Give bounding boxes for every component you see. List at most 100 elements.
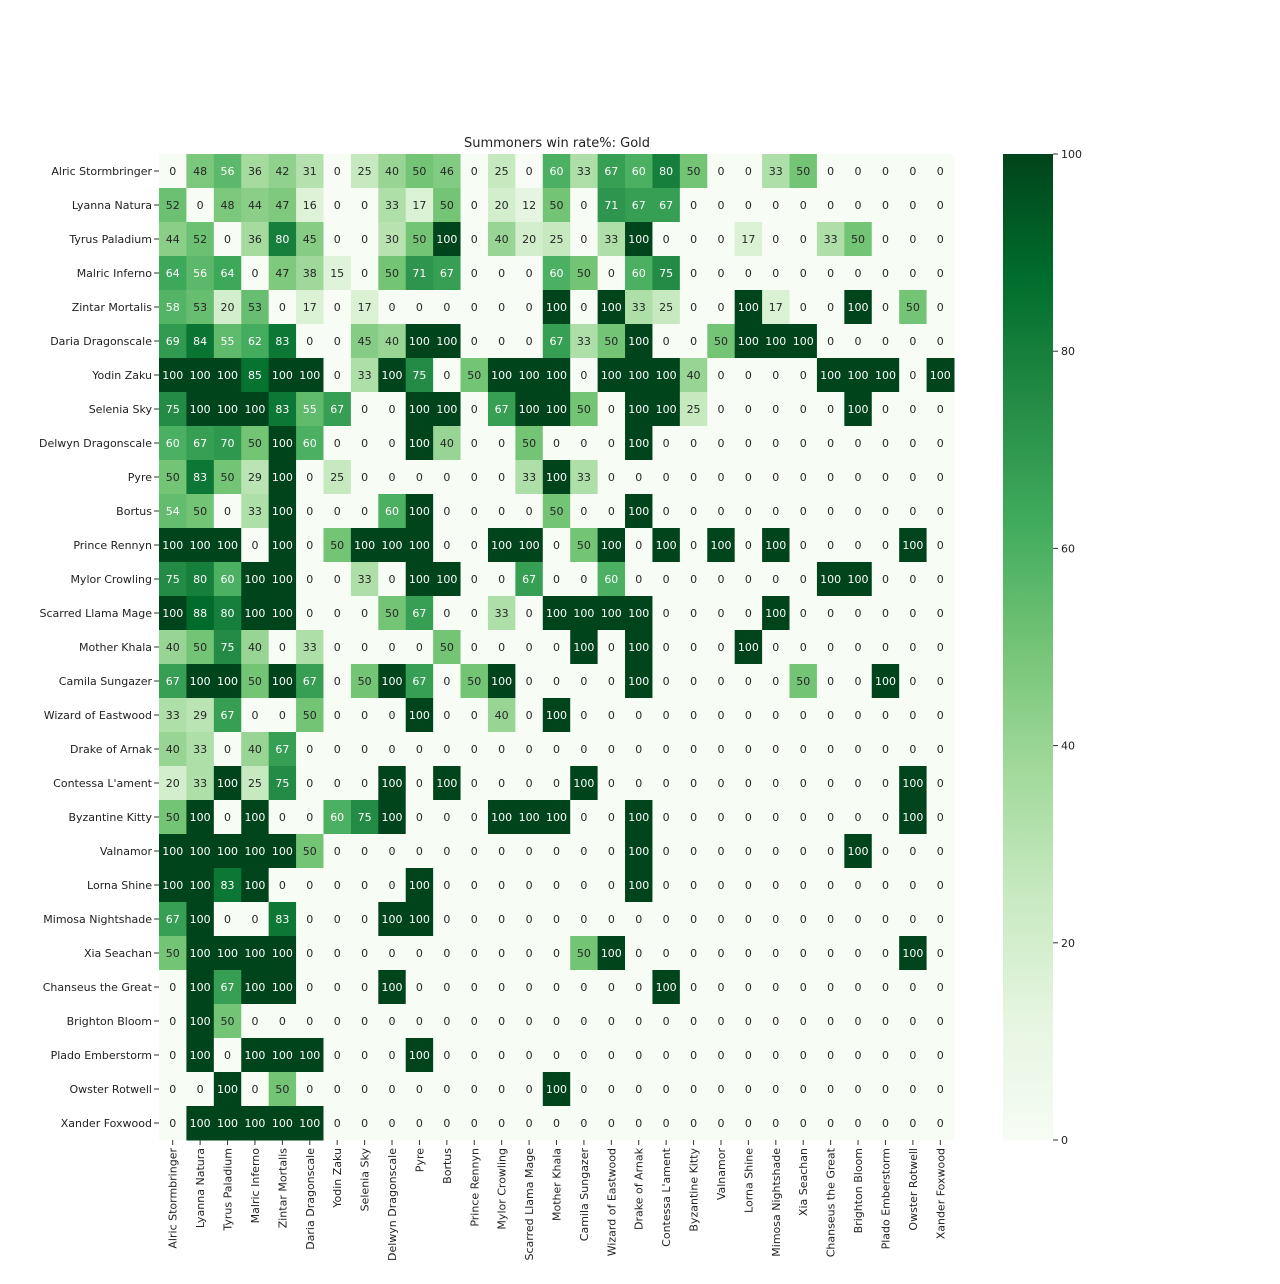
heat-cell	[707, 902, 736, 937]
cell-label: 0	[361, 947, 368, 960]
cell-label: 52	[193, 233, 207, 246]
cell-label: 100	[272, 675, 293, 688]
cell-label: 40	[248, 641, 262, 654]
cell-label: 100	[409, 709, 430, 722]
heat-cell	[323, 800, 352, 835]
cell-label: 0	[800, 1117, 807, 1130]
cell-label: 0	[334, 437, 341, 450]
cell-label: 0	[745, 471, 752, 484]
cell-label: 0	[498, 335, 505, 348]
cell-label: 100	[601, 539, 622, 552]
cell-label: 0	[855, 437, 862, 450]
heat-cell	[926, 902, 955, 937]
cell-label: 0	[690, 1015, 697, 1028]
heat-cell	[433, 800, 462, 835]
cell-label: 67	[330, 403, 344, 416]
cell-label: 0	[882, 709, 889, 722]
heat-cell	[213, 256, 242, 291]
cell-label: 0	[471, 845, 478, 858]
cell-label: 100	[272, 369, 293, 382]
heat-cell	[899, 970, 928, 1005]
heat-cell	[899, 392, 928, 427]
x-tick-label: Contessa L'ament	[660, 1147, 673, 1247]
cell-label: 100	[601, 607, 622, 620]
cell-label: 100	[162, 539, 183, 552]
cell-label: 100	[217, 1117, 238, 1130]
heat-cell	[515, 902, 544, 937]
cell-label: 33	[248, 505, 262, 518]
heat-cell	[844, 324, 873, 359]
heat-cell	[515, 154, 544, 189]
cell-label: 0	[772, 437, 779, 450]
cell-label: 53	[193, 301, 207, 314]
cell-label: 0	[416, 743, 423, 756]
y-tick-label: Byzantine Kitty	[68, 811, 152, 824]
cell-label: 0	[416, 471, 423, 484]
cell-label: 100	[382, 811, 403, 824]
heat-cell	[487, 290, 516, 325]
cell-label: 0	[800, 879, 807, 892]
heat-cell	[625, 392, 653, 427]
heat-cell	[707, 732, 736, 767]
cell-label: 17	[769, 301, 783, 314]
colorbar-tick-label: 100	[1061, 148, 1082, 161]
heat-cell	[597, 154, 626, 189]
cell-label: 0	[717, 675, 724, 688]
cell-label: 50	[412, 233, 426, 246]
heat-cell	[734, 154, 763, 189]
cell-label: 0	[937, 1083, 944, 1096]
cell-label: 0	[690, 981, 697, 994]
heat-cell	[433, 392, 462, 427]
cell-label: 0	[882, 981, 889, 994]
cell-label: 0	[745, 845, 752, 858]
heat-cell	[679, 596, 708, 631]
cell-label: 0	[580, 573, 587, 586]
heat-cell	[734, 426, 763, 461]
cell-label: 0	[717, 743, 724, 756]
cell-label: 70	[221, 437, 235, 450]
cell-label: 0	[361, 777, 368, 790]
heat-cell	[707, 154, 736, 189]
cell-label: 100	[190, 369, 211, 382]
heat-cell	[762, 834, 791, 869]
cell-label: 64	[166, 267, 180, 280]
heat-cell	[789, 698, 818, 733]
cell-label: 0	[635, 947, 642, 960]
heat-cell	[762, 766, 791, 801]
heat-cell	[899, 766, 928, 801]
cell-label: 20	[166, 777, 180, 790]
x-tick-label: Scarred Llama Mage	[523, 1148, 536, 1261]
cell-label: 0	[526, 1015, 533, 1028]
cell-label: 0	[361, 913, 368, 926]
heat-cell	[707, 562, 736, 597]
cell-label: 0	[471, 1015, 478, 1028]
heat-cell	[350, 562, 379, 597]
cell-label: 100	[409, 505, 430, 518]
heat-cell	[789, 392, 818, 427]
heat-cell	[789, 562, 818, 597]
x-tick-label: Brighton Bloom	[852, 1148, 865, 1233]
cell-label: 33	[577, 335, 591, 348]
heat-cell	[378, 426, 407, 461]
heat-cell	[159, 630, 187, 665]
heat-cell	[789, 528, 818, 563]
cell-label: 0	[580, 1049, 587, 1062]
cell-label: 0	[690, 641, 697, 654]
cell-label: 0	[279, 811, 286, 824]
heat-cell	[323, 528, 352, 563]
cell-label: 0	[909, 1049, 916, 1062]
heat-cell	[734, 936, 763, 971]
heat-cell	[625, 562, 653, 597]
cell-label: 0	[498, 743, 505, 756]
heat-cell	[597, 936, 626, 971]
cell-label: 0	[306, 607, 313, 620]
cell-label: 0	[334, 301, 341, 314]
cell-label: 0	[306, 573, 313, 586]
heat-cell	[487, 630, 516, 665]
heat-cell	[707, 358, 736, 393]
heat-cell	[789, 1072, 818, 1107]
cell-label: 0	[827, 165, 834, 178]
heat-cell	[762, 868, 791, 903]
cell-label: 0	[443, 981, 450, 994]
heat-cell	[844, 936, 873, 971]
